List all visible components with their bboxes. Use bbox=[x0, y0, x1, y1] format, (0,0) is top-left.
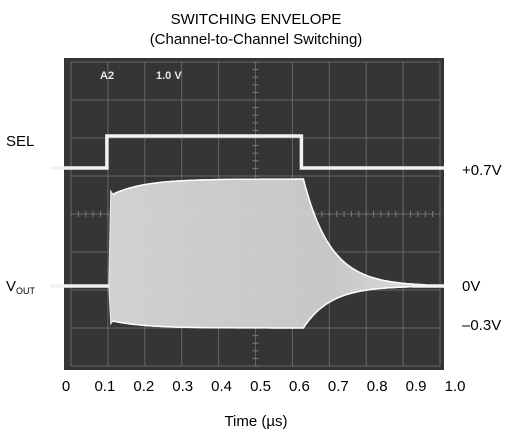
x-tick-label: 0.3 bbox=[172, 378, 193, 395]
x-tick-label: 0.2 bbox=[133, 378, 154, 395]
x-tick-label: 0.6 bbox=[289, 378, 310, 395]
x-tick-label: 0.8 bbox=[367, 378, 388, 395]
x-tick-label: 0.5 bbox=[250, 378, 271, 395]
vout-label: VOUT bbox=[6, 278, 36, 296]
x-tick-label: 0.4 bbox=[211, 378, 232, 395]
vout-label-main: V bbox=[6, 278, 16, 295]
vout-lower-edge bbox=[112, 285, 426, 329]
chart-title: SWITCHING ENVELOPE bbox=[171, 11, 342, 28]
vout-label-sub: OUT bbox=[16, 286, 36, 296]
x-tick-labels: 0 0.1 0.2 0.3 0.4 0.5 0.6 0.7 0.8 0.9 1.0 bbox=[62, 378, 466, 395]
trace-layer bbox=[50, 134, 444, 329]
chart-subtitle: (Channel-to-Channel Switching) bbox=[150, 31, 363, 48]
x-tick-label: 0.9 bbox=[406, 378, 427, 395]
scope-scale-label: 1.0 V bbox=[156, 70, 182, 82]
right-label-upper: +0.7V bbox=[462, 162, 502, 179]
x-axis-label: Time (µs) bbox=[224, 413, 287, 430]
sel-trace bbox=[50, 134, 444, 170]
scope-channel-label: A2 bbox=[100, 70, 114, 82]
right-label-lower: –0.3V bbox=[462, 317, 501, 334]
right-label-zero: 0V bbox=[462, 278, 480, 295]
x-tick-label: 0.1 bbox=[94, 378, 115, 395]
sel-label: SEL bbox=[6, 133, 34, 150]
x-tick-label: 0.7 bbox=[328, 378, 349, 395]
x-tick-label: 0 bbox=[62, 378, 70, 395]
x-tick-label: 1.0 bbox=[445, 378, 466, 395]
vout-upper-edge bbox=[112, 178, 426, 286]
screen-grid bbox=[70, 61, 441, 367]
